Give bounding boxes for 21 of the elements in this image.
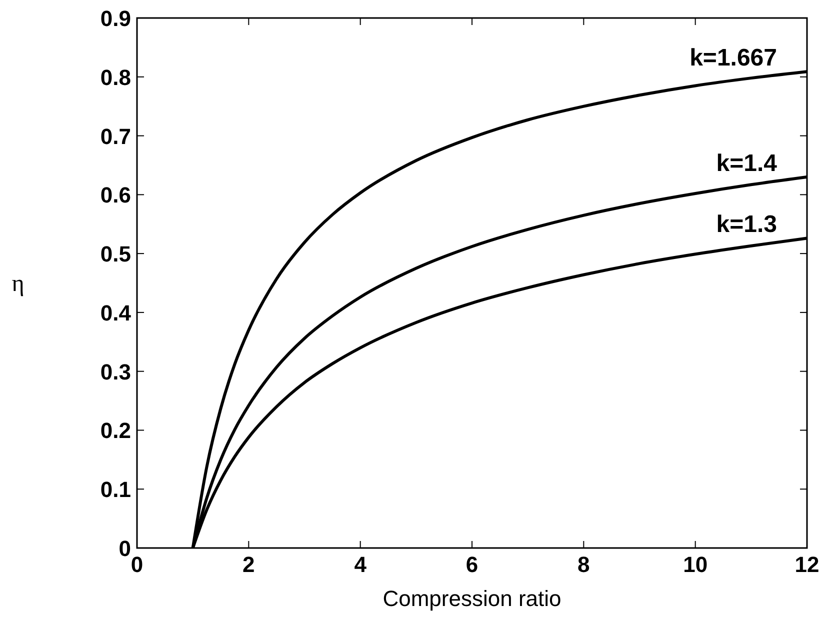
y-tick-label: 0.7 xyxy=(100,124,131,149)
series-label: k=1.3 xyxy=(716,211,777,238)
y-tick-label: 0.9 xyxy=(100,6,131,31)
x-tick-label: 12 xyxy=(794,552,820,577)
x-axis-title: Compression ratio xyxy=(382,586,562,611)
y-tick-label: 0.5 xyxy=(100,242,131,267)
x-tick-label: 8 xyxy=(578,552,590,577)
x-tick-label: 6 xyxy=(466,552,478,577)
legend-label: k=1.667 xyxy=(690,44,777,72)
series-label: k=1.4 xyxy=(716,150,778,177)
x-tick-label: 2 xyxy=(242,552,255,577)
y-tick-label: 0.1 xyxy=(100,477,131,502)
y-tick-label: 0.4 xyxy=(100,300,132,326)
y-tick-label: 0.2 xyxy=(100,418,131,444)
y-tick-label: 0.8 xyxy=(100,64,131,90)
x-tick-label: 10 xyxy=(683,552,708,577)
y-axis-title: η xyxy=(12,271,24,297)
y-tick-label: 0.3 xyxy=(100,359,131,384)
x-tick-label: 4 xyxy=(354,552,368,577)
y-tick-label: 0 xyxy=(118,536,131,561)
y-tick-label: 0.6 xyxy=(100,182,131,208)
